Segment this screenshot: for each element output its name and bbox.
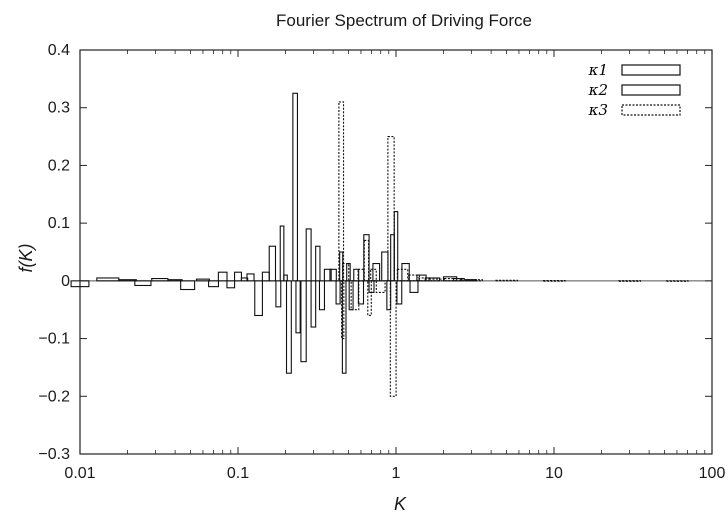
bar bbox=[226, 280, 236, 289]
bars-group bbox=[70, 92, 689, 397]
bar bbox=[310, 280, 317, 328]
bar bbox=[254, 280, 263, 317]
chart-title: Fourier Spectrum of Driving Force bbox=[276, 11, 532, 30]
bar bbox=[268, 245, 277, 282]
bar bbox=[167, 279, 183, 282]
bar bbox=[96, 277, 120, 282]
legend-swatch bbox=[621, 84, 681, 96]
bar bbox=[300, 280, 307, 363]
bar bbox=[408, 274, 420, 282]
y-tick-label: 0.2 bbox=[48, 157, 70, 174]
plot-area bbox=[79, 49, 713, 455]
y-tick-label: −0.1 bbox=[38, 331, 70, 348]
bar bbox=[279, 225, 285, 282]
bar bbox=[151, 277, 169, 282]
bar bbox=[428, 278, 445, 282]
legend-label: κ3 bbox=[588, 101, 608, 119]
bar bbox=[305, 228, 312, 282]
bar bbox=[381, 251, 389, 282]
x-tick-label: 100 bbox=[699, 465, 726, 482]
bar bbox=[367, 280, 372, 317]
bar bbox=[118, 279, 137, 282]
legend: κ1 κ2 κ3 bbox=[588, 61, 681, 119]
bar bbox=[318, 280, 326, 311]
bar bbox=[335, 280, 341, 305]
bar bbox=[285, 280, 292, 374]
bar bbox=[180, 280, 196, 291]
bar bbox=[396, 268, 409, 282]
x-tick-label: 1 bbox=[392, 465, 401, 482]
bar bbox=[315, 245, 321, 282]
bar bbox=[217, 271, 228, 282]
bar bbox=[387, 136, 395, 282]
bar bbox=[346, 262, 351, 282]
bar bbox=[401, 262, 410, 282]
bar bbox=[459, 279, 483, 282]
x-tick-label: 0.1 bbox=[227, 465, 249, 482]
bar bbox=[370, 268, 377, 282]
x-tick-label: 0.01 bbox=[64, 465, 95, 482]
bar bbox=[134, 280, 152, 287]
bar bbox=[195, 278, 210, 282]
bar bbox=[409, 280, 419, 293]
bar bbox=[617, 280, 641, 282]
bar bbox=[295, 280, 301, 334]
bar bbox=[341, 280, 347, 374]
legend-swatch bbox=[621, 64, 681, 76]
legend-swatch bbox=[621, 104, 681, 116]
legend-label: κ1 bbox=[588, 61, 608, 79]
bar bbox=[339, 251, 344, 282]
bar bbox=[665, 280, 689, 282]
x-axis-label: K bbox=[394, 494, 407, 514]
bar bbox=[357, 268, 365, 282]
bar bbox=[342, 262, 350, 282]
y-tick-label: 0.1 bbox=[48, 215, 70, 232]
bar bbox=[208, 280, 220, 288]
bar bbox=[372, 262, 381, 282]
bar bbox=[275, 280, 282, 308]
bar bbox=[494, 279, 518, 282]
bar bbox=[375, 280, 386, 293]
y-tick-label: 0 bbox=[61, 273, 70, 290]
y-axis-label: f(K) bbox=[16, 244, 36, 273]
bar bbox=[240, 277, 249, 282]
bar bbox=[323, 268, 332, 282]
x-tick-label: 10 bbox=[545, 465, 563, 482]
bar bbox=[246, 273, 255, 282]
plot-frame bbox=[79, 49, 713, 455]
series-2 bbox=[70, 92, 332, 374]
bar bbox=[348, 280, 354, 311]
bar bbox=[234, 271, 242, 282]
bar bbox=[350, 280, 360, 311]
y-tick-label: −0.2 bbox=[38, 388, 70, 405]
bar bbox=[261, 271, 270, 282]
y-tick-label: −0.3 bbox=[38, 446, 70, 463]
legend-label: κ2 bbox=[588, 81, 608, 99]
bar bbox=[542, 280, 566, 282]
series-3 bbox=[338, 101, 689, 397]
y-tick-label: 0.3 bbox=[48, 100, 70, 117]
bar bbox=[389, 280, 397, 397]
y-tick-label: 0.4 bbox=[48, 42, 70, 59]
bar bbox=[292, 92, 298, 282]
bar bbox=[363, 239, 370, 282]
bar bbox=[283, 274, 288, 282]
bar bbox=[329, 268, 337, 282]
bar bbox=[396, 280, 403, 305]
series-1 bbox=[329, 211, 478, 374]
axes-group: 0.01 0.1 1 10 100 −0.3 −0.2 −0.1 0 0.1 0.2 0.3 0.4 bbox=[38, 42, 725, 482]
